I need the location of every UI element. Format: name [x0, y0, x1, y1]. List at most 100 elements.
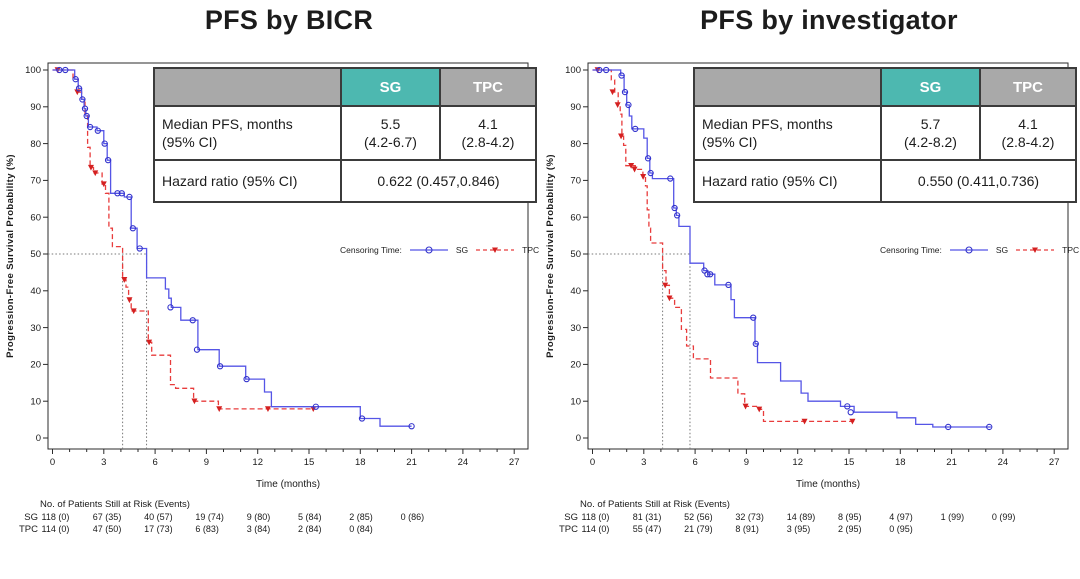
at-risk-row-label: TPC [19, 524, 38, 535]
summary-header-sg: SG [340, 67, 441, 107]
y-tick-label: 90 [30, 102, 41, 113]
plot-frame [587, 62, 1069, 450]
at-risk-value: 14 (89) [787, 512, 816, 522]
x-tick-label: 21 [946, 457, 957, 468]
at-risk-value: 8 (91) [735, 524, 759, 534]
censor-mark-tpc [191, 398, 198, 405]
y-tick-label: 10 [570, 396, 581, 407]
censor-mark-tpc [609, 89, 616, 96]
x-tick-label: 27 [1049, 457, 1060, 468]
at-risk-row-label: SG [24, 512, 38, 523]
chart-title-investigator: PFS by investigator [700, 5, 958, 35]
at-risk-value: 47 (50) [93, 524, 122, 534]
at-risk-value: 8 (95) [838, 512, 862, 522]
at-risk-value: 32 (73) [735, 512, 764, 522]
y-tick-label: 50 [30, 249, 41, 260]
at-risk-value: 81 (31) [633, 512, 662, 522]
at-risk-value: 21 (79) [684, 524, 713, 534]
legend-sg-label: SG [995, 245, 1009, 255]
censor-mark-sg [216, 363, 224, 370]
km-curve-sg [52, 69, 412, 427]
at-risk-value: 0 (99) [992, 512, 1016, 522]
censor-mark-sg [647, 169, 654, 177]
at-risk-value: 3 (84) [247, 524, 271, 534]
censor-mark-sg [167, 304, 174, 311]
at-risk-value: 9 (80) [247, 512, 271, 522]
legend-label: Censoring Time: [880, 245, 942, 255]
censor-mark-tpc [631, 166, 638, 173]
y-tick-label: 10 [30, 396, 41, 407]
censor-mark-sg [618, 72, 625, 79]
at-risk-value: 40 (57) [144, 512, 173, 522]
at-risk-value: 67 (35) [93, 512, 122, 522]
summary-header-tpc: TPC [439, 67, 537, 107]
censor-mark-tpc [146, 339, 153, 346]
censor-mark-sg [189, 317, 196, 324]
censor-mark-sg [847, 409, 854, 416]
at-risk-value: 55 (47) [633, 524, 662, 534]
y-axis-title: Progression-Free Survival Probability (%… [545, 154, 556, 358]
x-tick-label: 15 [844, 457, 855, 468]
censor-mark-sg [193, 346, 201, 353]
panel-pfs-bicr: 0 3 6 9 12 15 18 21 24 27 0 10 20 30 40 50 60 70 80 90 100 Ti… [5, 5, 539, 535]
at-risk-row-label: TPC [559, 524, 578, 535]
km-chart-bicr: 0 3 6 9 12 15 18 21 24 27 0 10 20 30 40 50 60 70 80 90 100 Ti… [5, 62, 529, 535]
at-risk-value: 118 (0) [582, 512, 610, 522]
median-pfs-label: Median PFS, months (95% CI) [153, 105, 342, 161]
summary-header-row: SG TPC [153, 67, 537, 107]
at-risk-value: 52 (56) [684, 512, 713, 522]
y-tick-label: 60 [30, 212, 41, 223]
censor-mark-tpc [849, 418, 856, 425]
sg-line-sample-icon [409, 246, 448, 254]
censor-mark-sg [129, 225, 137, 232]
censor-mark-sg [667, 175, 674, 182]
legend-investigator: Censoring Time: SG TPC [880, 245, 1079, 255]
x-tick-label: 3 [641, 457, 646, 468]
at-risk-value: 4 (97) [889, 512, 913, 522]
censor-mark-tpc [264, 406, 271, 413]
at-risk-value: 114 (0) [582, 524, 610, 534]
censor-mark-sg [56, 66, 63, 74]
hazard-ratio-value: 0.622 (0.457,0.846) [340, 159, 537, 203]
censor-mark-sg [114, 190, 121, 197]
x-tick-label: 21 [406, 457, 417, 468]
at-risk-value: 2 (95) [838, 524, 862, 534]
censor-mark-tpc [130, 308, 137, 315]
x-tick-label: 0 [50, 457, 55, 468]
censor-mark-tpc [121, 277, 128, 283]
censor-mark-sg [312, 403, 319, 410]
censor-mark-tpc [92, 170, 99, 177]
censor-mark-tpc [801, 418, 808, 425]
plot-frame [47, 62, 529, 450]
hazard-ratio-label: Hazard ratio (95% CI) [693, 159, 882, 203]
sg-line-sample-icon [949, 246, 988, 254]
x-axis-title: Time (months) [256, 479, 320, 490]
censor-mark-sg [75, 85, 83, 92]
y-tick-label: 90 [570, 102, 581, 113]
y-tick-label: 70 [570, 176, 581, 187]
censor-mark-sg [118, 190, 125, 197]
censor-mark-sg [621, 88, 629, 96]
x-tick-label: 24 [458, 457, 469, 468]
summary-header-tpc: TPC [979, 67, 1077, 107]
legend-label: Censoring Time: [340, 245, 402, 255]
median-pfs-row: Median PFS, months (95% CI) 5.7 (4.2-8.2… [693, 105, 1077, 161]
at-risk-value: 17 (73) [144, 524, 173, 534]
legend-bicr: Censoring Time: SG TPC [340, 245, 539, 255]
legend-tpc-label: TPC [522, 245, 540, 255]
km-curve-tpc [52, 69, 315, 410]
y-tick-label: 30 [570, 323, 581, 334]
censor-mark-tpc [666, 295, 673, 302]
y-tick-label: 80 [570, 139, 581, 150]
censor-mark-sg [72, 76, 79, 83]
censor-mark-sg [725, 281, 732, 289]
censor-mark-sg [136, 245, 143, 252]
censor-mark-tpc [614, 102, 621, 109]
at-risk-value: 3 (95) [787, 524, 811, 534]
censor-mark-tpc [87, 164, 94, 171]
censor-mark-sg [673, 212, 681, 219]
censor-mark-sg [86, 123, 94, 131]
at-risk-value: 114 (0) [42, 524, 70, 534]
censor-mark-sg [81, 105, 89, 112]
